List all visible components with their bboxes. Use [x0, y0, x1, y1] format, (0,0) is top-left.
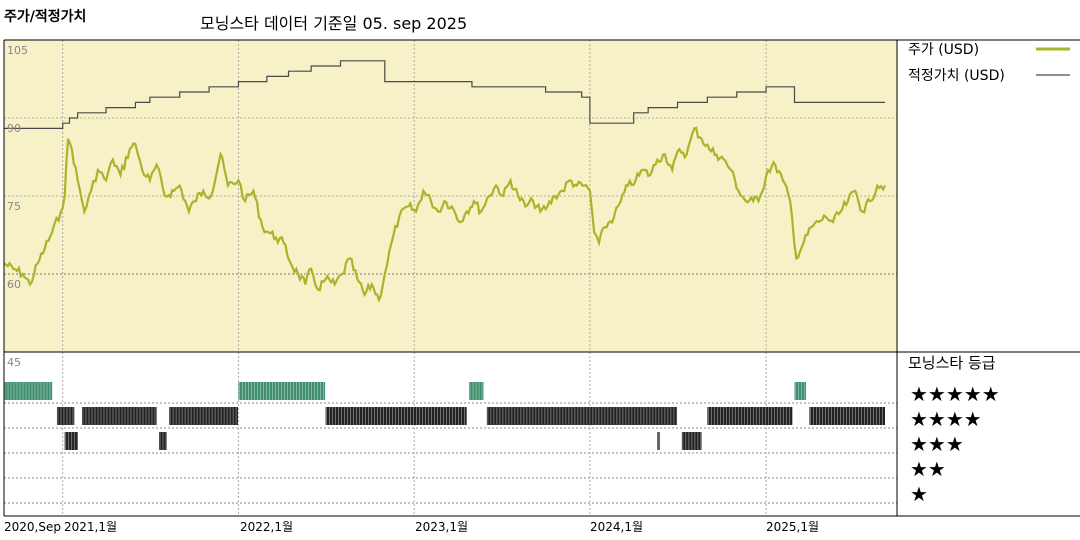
- legend-price-label: 주가 (USD): [908, 42, 979, 58]
- rating-period-3-star: [64, 432, 78, 450]
- rating-title: 모닝스타 등급: [908, 354, 996, 372]
- rating-level-2: ★★: [910, 457, 946, 481]
- rating-period-5-star: [469, 382, 484, 400]
- upper-gridlines: [4, 117, 897, 275]
- x-tick-label: 2022,1월: [240, 520, 293, 534]
- rating-bars: [4, 382, 885, 450]
- rating-period-4-star: [809, 407, 885, 425]
- rating-period-4-star: [486, 407, 678, 425]
- x-tick-label: 2023,1월: [415, 520, 468, 534]
- rating-period-5-star: [794, 382, 807, 400]
- x-tick-label: 2024,1월: [590, 520, 643, 534]
- rating-period-4-star: [56, 407, 75, 425]
- rating-period-5-star: [238, 382, 326, 400]
- chart-center-title: 모닝스타 데이터 기준일 05. sep 2025: [200, 14, 468, 33]
- lower-gridlines: [4, 402, 897, 504]
- rating-period-4-star: [81, 407, 157, 425]
- y-tick-label: 90: [7, 122, 21, 135]
- x-tick-label: 2021,1월: [64, 520, 117, 534]
- x-tick-label: 2020,Sep: [4, 520, 61, 534]
- price-line: [3, 126, 886, 304]
- rating-period-4-star: [169, 407, 238, 425]
- x-tick-label: 2025,1월: [766, 520, 819, 534]
- fair-value-line: [4, 60, 885, 129]
- legend-fair-label: 적정가치 (USD): [908, 68, 1005, 84]
- rating-level-3: ★★★: [910, 432, 964, 456]
- vertical-gridlines: [62, 40, 767, 516]
- y-tick-label: 75: [7, 200, 21, 213]
- rating-period-3-star: [681, 432, 702, 450]
- rating-level-5: ★★★★★: [910, 382, 1000, 406]
- chart-left-title: 주가/적정가치: [4, 9, 87, 25]
- rating-level-1: ★: [910, 482, 928, 506]
- rating-period-4-star: [707, 407, 793, 425]
- rating-period-3-star: [159, 432, 167, 450]
- rating-period-3-star: [657, 432, 660, 450]
- rating-level-4: ★★★★: [910, 407, 982, 431]
- y-tick-label: 105: [7, 44, 28, 57]
- rating-y-tick-label: 45: [7, 356, 21, 369]
- rating-period-5-star: [4, 382, 53, 400]
- rating-period-4-star: [325, 407, 467, 425]
- y-tick-label: 60: [7, 278, 21, 291]
